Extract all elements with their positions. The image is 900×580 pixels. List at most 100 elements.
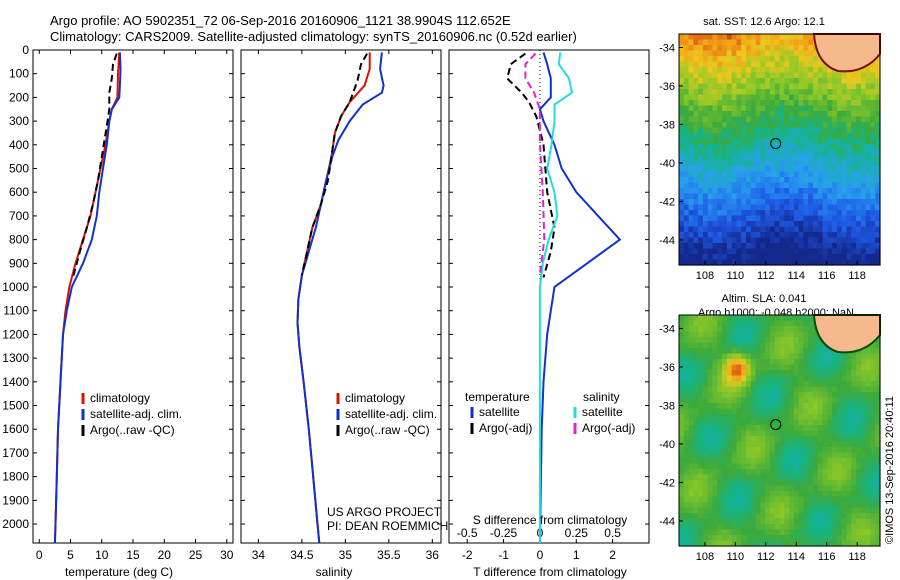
map-cell	[683, 259, 690, 266]
map-cell	[750, 326, 757, 333]
map-cell	[731, 39, 737, 46]
map-cell	[702, 458, 709, 465]
map-cell	[841, 188, 848, 195]
map-cell	[865, 496, 871, 503]
map-cell	[741, 540, 747, 547]
map-cell	[779, 430, 785, 437]
map-cell	[774, 524, 781, 531]
map-cell	[679, 248, 685, 255]
map-cell	[875, 342, 881, 349]
map-cell	[856, 370, 862, 377]
map-cell	[813, 89, 819, 96]
map-cell	[870, 221, 876, 228]
map-cell	[865, 524, 871, 531]
map-cell	[856, 430, 862, 437]
map-cell	[712, 155, 718, 162]
map-cell	[784, 452, 790, 459]
map-cell	[856, 177, 862, 184]
map-cell	[736, 502, 742, 509]
map-cell	[774, 94, 781, 101]
map-cell	[702, 326, 709, 333]
map-cell	[856, 480, 862, 487]
map-cell	[784, 381, 790, 388]
map-cell	[865, 397, 871, 404]
map-cell	[679, 100, 685, 107]
map-cell	[679, 524, 685, 531]
map-cell	[846, 425, 852, 432]
map-cell	[702, 155, 709, 162]
map-cell	[789, 160, 795, 167]
map-cell	[683, 237, 690, 244]
map-cell	[712, 188, 718, 195]
map-cell	[822, 419, 828, 426]
map-cell	[875, 491, 881, 498]
map-cell	[870, 138, 876, 145]
map-cell	[765, 127, 771, 134]
map-cell	[789, 94, 795, 101]
map-cell	[774, 160, 781, 167]
map-cell	[760, 414, 766, 421]
map-cell	[726, 177, 733, 184]
map-cell	[755, 259, 761, 266]
map-cell	[712, 232, 718, 239]
map-cell	[726, 94, 733, 101]
map-cell	[741, 518, 747, 525]
map-cell	[870, 166, 876, 173]
land-mass	[812, 314, 881, 354]
map-cell	[683, 243, 690, 250]
map-cell	[765, 496, 771, 503]
map-cell	[765, 469, 771, 476]
map-cell	[827, 430, 833, 437]
map-cell	[822, 199, 828, 206]
map-cell	[836, 469, 843, 476]
map-cell	[779, 67, 785, 74]
map-cell	[774, 320, 781, 327]
map-cell	[827, 386, 833, 393]
map-cell	[860, 215, 867, 222]
map-cell	[726, 155, 733, 162]
map-cell	[803, 94, 809, 101]
map-cell	[726, 111, 733, 118]
map-cell	[813, 524, 819, 531]
map-cell	[726, 243, 733, 250]
map-cell	[875, 535, 881, 542]
map-cell	[793, 210, 800, 217]
map-cell	[860, 540, 867, 547]
map-cell	[817, 171, 824, 178]
map-cell	[702, 149, 709, 156]
map-cell	[846, 259, 852, 266]
map-cell	[746, 138, 752, 145]
map-cell	[741, 188, 747, 195]
map-cell	[683, 458, 690, 465]
map-cell	[760, 518, 766, 525]
map-cell	[860, 111, 867, 118]
map-cell	[702, 138, 709, 145]
map-cell	[798, 441, 804, 448]
map-cell	[793, 386, 800, 393]
map-cell	[803, 199, 809, 206]
map-cell	[688, 337, 694, 344]
map-cell	[803, 518, 809, 525]
map-cell	[693, 210, 699, 217]
map-cell	[750, 359, 757, 366]
map-cell	[722, 452, 728, 459]
map-cell	[846, 160, 852, 167]
map-cell	[760, 364, 766, 371]
map-cell	[712, 331, 718, 338]
map-cell	[731, 353, 737, 360]
map-cell	[707, 408, 714, 415]
map-cell	[765, 171, 771, 178]
map-cell	[846, 226, 852, 233]
map-cell	[688, 540, 694, 547]
map-cell	[717, 45, 723, 52]
map-cell	[750, 425, 757, 432]
map-cell	[841, 485, 848, 492]
map-cell	[731, 320, 737, 327]
map-cell	[712, 83, 718, 90]
map-cell	[765, 359, 771, 366]
map-cell	[698, 144, 704, 151]
map-cell	[702, 370, 709, 377]
map-cell	[841, 524, 848, 531]
map-cell	[750, 160, 757, 167]
map-cell	[827, 160, 833, 167]
